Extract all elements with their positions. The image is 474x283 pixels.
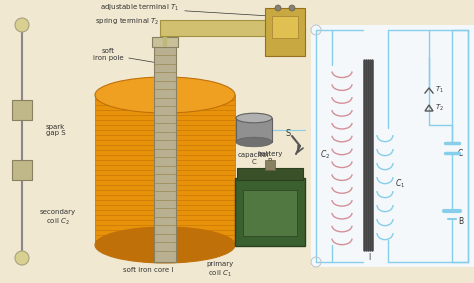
Text: $T_2$: $T_2$: [435, 103, 444, 113]
Bar: [95, 95, 235, 245]
Text: B: B: [458, 216, 463, 226]
Bar: [154, 45, 176, 262]
Bar: [160, 20, 280, 36]
Bar: [235, 178, 305, 246]
Bar: [152, 37, 178, 47]
Bar: [12, 160, 32, 180]
Text: secondary
coil $C_2$: secondary coil $C_2$: [40, 209, 76, 227]
Text: $C_1$: $C_1$: [395, 178, 405, 190]
Ellipse shape: [95, 227, 235, 263]
Text: spark
gap S: spark gap S: [46, 123, 65, 136]
Text: battery
B: battery B: [257, 151, 283, 164]
Ellipse shape: [236, 137, 272, 147]
Text: I: I: [368, 252, 370, 261]
Text: soft iron core I: soft iron core I: [123, 267, 173, 273]
Text: S: S: [285, 130, 291, 138]
Circle shape: [15, 251, 29, 265]
Bar: [237, 168, 303, 180]
Ellipse shape: [236, 113, 272, 123]
Text: primary
coil $C_1$: primary coil $C_1$: [206, 261, 234, 279]
Text: soft
iron pole: soft iron pole: [93, 48, 167, 65]
Bar: [236, 118, 272, 142]
Text: C: C: [458, 149, 463, 158]
Bar: [12, 100, 32, 120]
Circle shape: [15, 18, 29, 32]
Bar: [311, 25, 474, 267]
Ellipse shape: [95, 77, 235, 113]
Bar: [272, 16, 298, 38]
Text: capacitor
C: capacitor C: [238, 152, 270, 165]
Circle shape: [289, 5, 295, 11]
Circle shape: [275, 5, 281, 11]
Bar: [243, 190, 297, 236]
Text: spring terminal $T_2$: spring terminal $T_2$: [95, 17, 272, 36]
Text: $C_2$: $C_2$: [320, 149, 330, 161]
Bar: [265, 8, 305, 56]
Text: $T_1$: $T_1$: [435, 85, 444, 95]
Text: adjustable terminal $T_1$: adjustable terminal $T_1$: [100, 3, 267, 16]
Bar: [265, 160, 275, 170]
